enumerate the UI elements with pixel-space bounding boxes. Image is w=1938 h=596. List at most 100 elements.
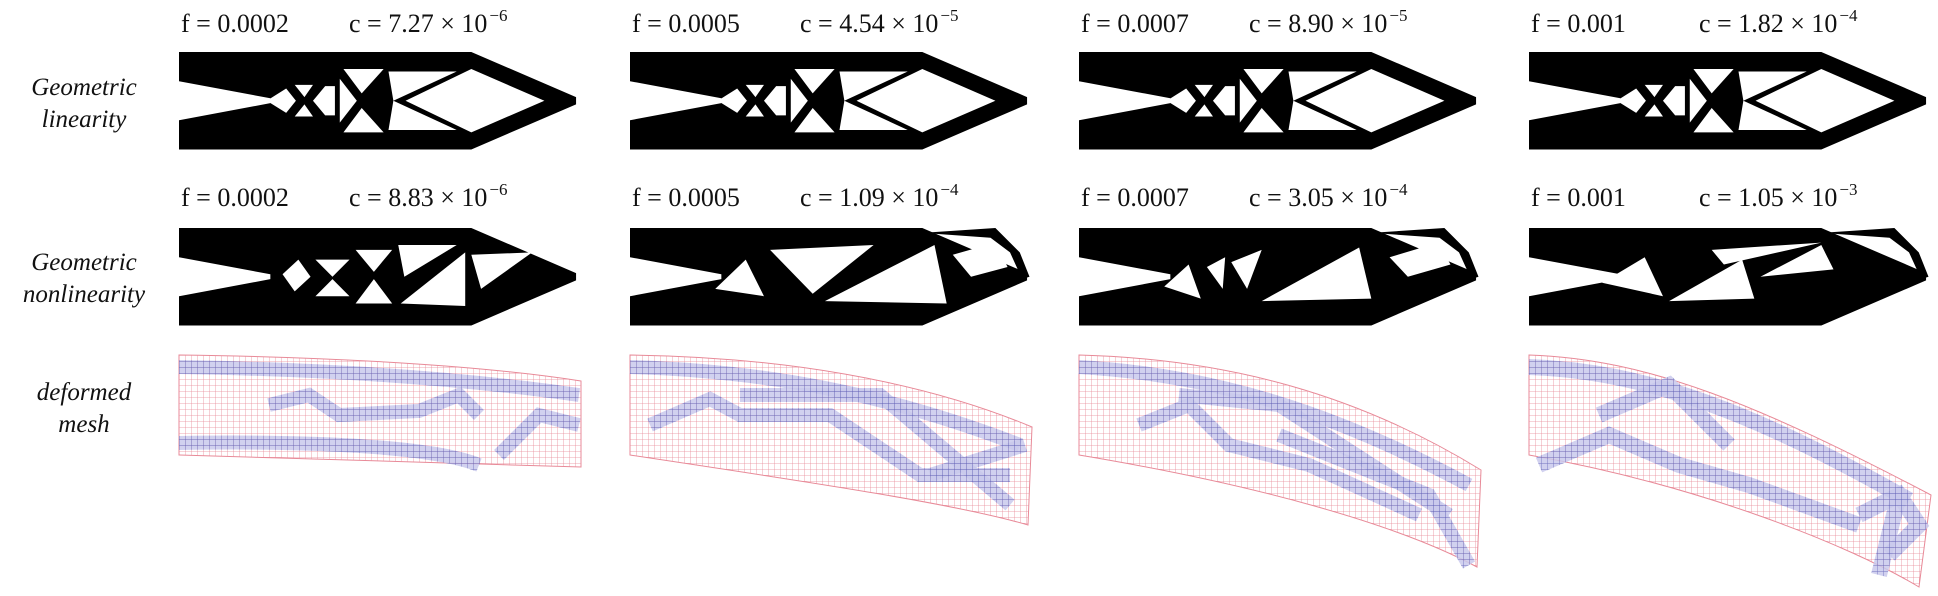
row-label: linearity <box>42 106 128 133</box>
void <box>745 84 764 98</box>
f-label: f = 0.0005 <box>632 183 740 212</box>
structure <box>179 228 577 326</box>
structure <box>1079 228 1479 326</box>
void <box>839 100 908 130</box>
void <box>343 69 384 94</box>
void <box>1711 242 1822 265</box>
void <box>1231 249 1262 289</box>
mesh-material <box>1528 359 1913 507</box>
c-exponent: −6 <box>489 6 507 25</box>
void <box>343 108 384 133</box>
void <box>1261 247 1372 302</box>
void <box>1689 78 1707 123</box>
void <box>1194 84 1213 98</box>
void <box>388 100 457 130</box>
material <box>179 228 577 326</box>
void <box>315 259 350 277</box>
void <box>1288 100 1357 130</box>
void <box>398 245 457 277</box>
void <box>790 78 808 123</box>
c-exponent: −6 <box>489 180 507 199</box>
void <box>952 242 1008 277</box>
void <box>745 104 764 117</box>
structure <box>1079 52 1477 150</box>
c-label: c = 3.05 × 10 <box>1249 183 1387 212</box>
void <box>1662 86 1685 116</box>
void <box>1389 242 1451 277</box>
curl <box>1371 228 1479 280</box>
f-label: f = 0.001 <box>1531 9 1626 38</box>
void <box>355 249 393 272</box>
row-label: Geometric <box>31 74 137 101</box>
mesh-material <box>494 407 581 460</box>
mesh-material <box>178 360 580 402</box>
void <box>1206 257 1226 289</box>
void <box>1644 104 1663 117</box>
mesh-void <box>1528 354 1932 588</box>
mesh-material <box>267 386 484 423</box>
row-label: mesh <box>58 411 109 438</box>
c-label: c = 7.27 × 10 <box>349 9 487 38</box>
c-exponent: −5 <box>1389 6 1407 25</box>
mesh-material <box>1276 428 1476 569</box>
void <box>1243 69 1284 94</box>
mesh-material <box>1595 375 1735 451</box>
void <box>400 252 466 306</box>
void <box>1164 264 1201 299</box>
structure <box>1529 52 1927 150</box>
void <box>1669 259 1755 302</box>
void <box>1693 108 1734 133</box>
f-label: f = 0.0007 <box>1081 9 1189 38</box>
deformed-mesh <box>178 354 582 472</box>
c-label: c = 4.54 × 10 <box>800 9 938 38</box>
c-label: c = 8.90 × 10 <box>1249 9 1387 38</box>
void <box>405 69 545 133</box>
void <box>1239 78 1257 123</box>
void <box>388 71 457 101</box>
row-label: deformed <box>37 379 132 406</box>
c-exponent: −3 <box>1839 180 1857 199</box>
void <box>763 86 786 116</box>
c-exponent: −5 <box>940 6 958 25</box>
structure <box>1529 228 1929 326</box>
void <box>770 245 874 294</box>
f-label: f = 0.0007 <box>1081 183 1189 212</box>
mesh-void <box>629 354 1033 526</box>
void <box>294 104 313 117</box>
f-label: f = 0.001 <box>1531 183 1626 212</box>
mesh-material <box>1535 426 1862 533</box>
void <box>1644 84 1663 98</box>
void <box>839 71 908 101</box>
void <box>1288 71 1357 101</box>
void <box>294 84 313 98</box>
void <box>1738 100 1807 130</box>
deformed-mesh <box>629 354 1033 526</box>
c-label: c = 8.83 × 10 <box>349 183 487 212</box>
c-exponent: −4 <box>1389 180 1408 199</box>
curl <box>1821 228 1929 280</box>
void <box>315 279 350 297</box>
void <box>1194 104 1213 117</box>
void <box>1212 86 1235 116</box>
deformed-mesh <box>1528 354 1932 588</box>
void <box>339 78 357 123</box>
f-label: f = 0.0002 <box>181 183 289 212</box>
void <box>824 245 947 304</box>
mesh-material <box>1136 396 1422 522</box>
void <box>1305 69 1445 133</box>
c-label: c = 1.82 × 10 <box>1699 9 1837 38</box>
mesh-material <box>1871 493 1907 577</box>
void <box>1760 245 1834 277</box>
void <box>1616 88 1646 113</box>
row-label: Geometric <box>31 249 137 276</box>
mesh-material <box>927 438 1028 482</box>
void <box>856 69 996 133</box>
mesh-material <box>1855 484 1930 561</box>
void <box>282 259 311 292</box>
void <box>794 108 835 133</box>
mesh-material <box>178 435 482 472</box>
void <box>715 259 764 297</box>
void <box>1243 108 1284 133</box>
c-label: c = 1.09 × 10 <box>800 183 938 212</box>
